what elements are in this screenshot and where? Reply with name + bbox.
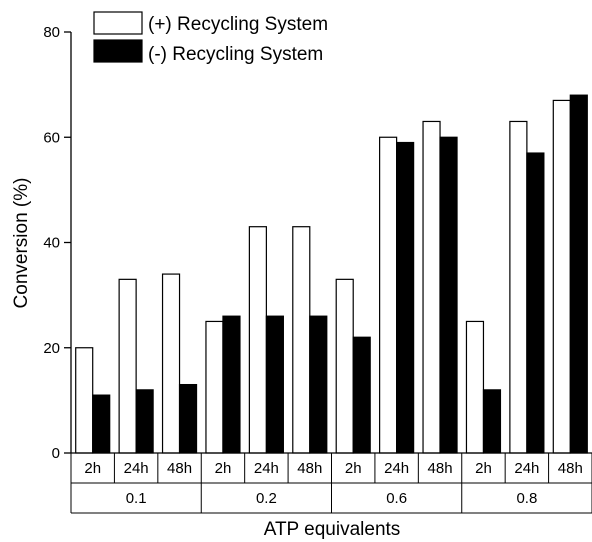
- group-label-1: 0.2: [256, 490, 277, 507]
- x-axis-title: ATP equivalents: [264, 519, 401, 540]
- bar-minus-4: [265, 315, 284, 454]
- bar-plus-2: [161, 273, 181, 454]
- bar-plus-1: [118, 278, 137, 454]
- category-label-5: 48h: [297, 460, 322, 477]
- y-tick-label-20: 20: [43, 340, 60, 357]
- bar-minus-1: [135, 389, 154, 454]
- category-label-1: 24h: [124, 460, 149, 477]
- bar-plus-7: [379, 136, 398, 454]
- group-label-3: 0.8: [516, 490, 537, 507]
- bar-minus-7: [396, 141, 415, 454]
- y-tick-label-60: 60: [43, 129, 60, 146]
- bar-plus-11: [552, 99, 571, 454]
- bar-plus-0: [75, 347, 94, 454]
- bar-minus-3: [222, 315, 241, 454]
- bar-minus-10: [526, 152, 545, 454]
- category-axis: 2h 24h 48h 2h 24h 48h 2h 24h 48h 2h 24h 48h 0.1 0.2 0.…: [70, 453, 592, 514]
- legend-label-minus: (-) Recycling System: [148, 44, 323, 65]
- bar-minus-8: [439, 136, 458, 454]
- bar-plus-8: [422, 120, 441, 454]
- legend-swatch-minus: [93, 39, 143, 63]
- bar-minus-2: [178, 383, 198, 454]
- category-label-10: 24h: [514, 460, 539, 477]
- bar-plus-6: [335, 278, 354, 454]
- category-label-4: 24h: [254, 460, 279, 477]
- bar-minus-9: [482, 389, 502, 454]
- y-tick-label-0: 0: [52, 445, 60, 462]
- category-label-8: 48h: [428, 460, 453, 477]
- bar-minus-6: [352, 336, 371, 454]
- group-label-0: 0.1: [126, 490, 147, 507]
- bars-layer: [75, 94, 588, 454]
- category-label-9: 2h: [475, 460, 492, 477]
- bar-plus-4: [248, 226, 267, 454]
- bar-minus-0: [92, 394, 111, 454]
- group-label-2: 0.6: [386, 490, 407, 507]
- y-tick-label-80: 80: [43, 24, 60, 41]
- bar-plus-9: [465, 320, 485, 454]
- category-label-0: 2h: [84, 460, 101, 477]
- category-label-7: 24h: [384, 460, 409, 477]
- category-label-3: 2h: [215, 460, 232, 477]
- bar-plus-5: [292, 226, 311, 454]
- bar-minus-11: [569, 94, 588, 454]
- category-label-2: 48h: [167, 460, 192, 477]
- legend: (+) Recycling System (-) Recycling Syste…: [93, 11, 328, 65]
- legend-swatch-plus: [93, 11, 143, 35]
- category-label-11: 48h: [558, 460, 583, 477]
- category-label-6: 2h: [345, 460, 362, 477]
- bar-plus-3: [205, 320, 224, 454]
- legend-label-plus: (+) Recycling System: [148, 14, 328, 35]
- bar-plus-10: [509, 120, 528, 454]
- bar-minus-5: [309, 315, 328, 454]
- y-tick-label-40: 40: [43, 235, 60, 252]
- y-axis-title: Conversion (%): [11, 178, 32, 309]
